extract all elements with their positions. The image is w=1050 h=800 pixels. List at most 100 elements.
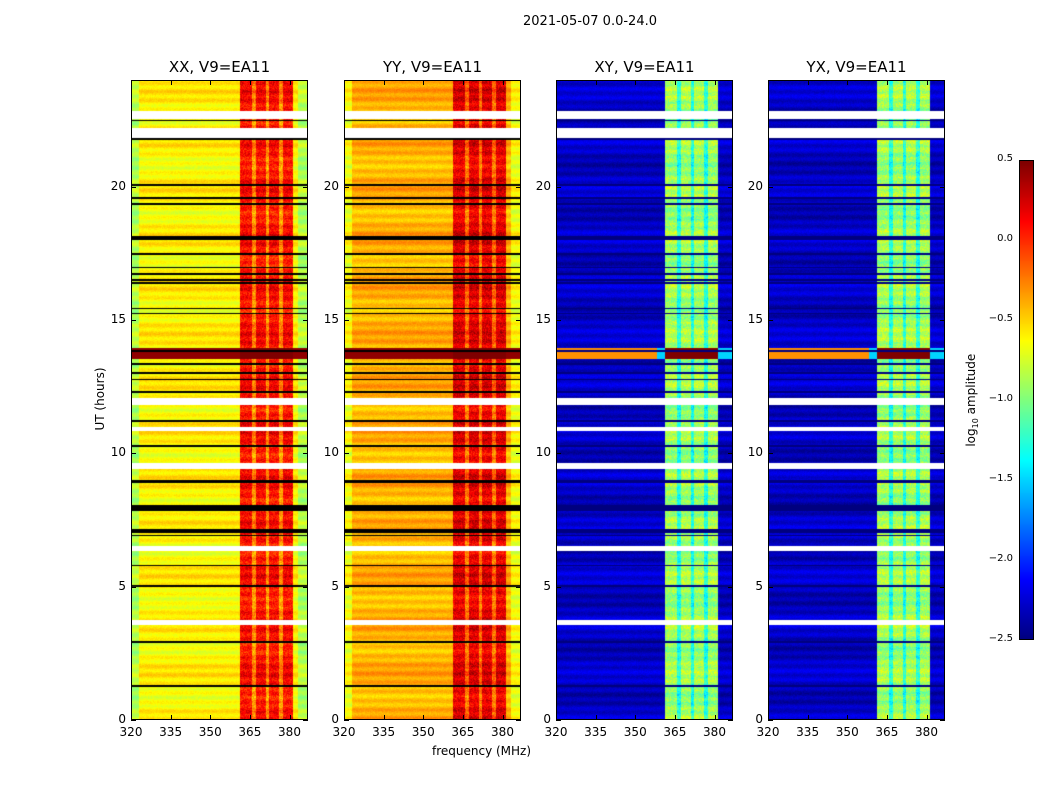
figure-title: 2021-05-07 0.0-24.0 bbox=[523, 14, 657, 29]
y-tick-label: 5 bbox=[118, 578, 126, 593]
y-tick-mark bbox=[344, 453, 349, 455]
x-tick-mark bbox=[462, 715, 464, 720]
panel-xy: XY, V9=EA11 320 335 350 365 380 0 5 10 15 20 bbox=[536, 58, 733, 739]
y-tick-mark bbox=[728, 720, 733, 721]
y-tick-label: 20 bbox=[747, 178, 763, 193]
x-tick-label: 380 bbox=[278, 725, 301, 739]
y-tick-mark bbox=[303, 720, 308, 721]
y-tick-mark bbox=[516, 586, 521, 588]
x-tick-mark bbox=[170, 715, 172, 720]
axes-frame bbox=[768, 80, 945, 720]
x-tick-mark bbox=[502, 715, 504, 720]
x-tick-label: 350 bbox=[198, 725, 222, 739]
y-tick-mark bbox=[344, 720, 349, 721]
y-tick-mark bbox=[768, 453, 773, 455]
y-tick-label: 20 bbox=[110, 178, 126, 193]
colorbar-tick-label: −0.5 bbox=[988, 313, 1013, 324]
y-tick-label: 5 bbox=[543, 578, 551, 593]
y-tick-label: 10 bbox=[110, 445, 126, 460]
x-tick-label: 320 bbox=[119, 725, 143, 739]
x-tick-mark bbox=[556, 715, 557, 720]
panel-title: XX, V9=EA11 bbox=[168, 58, 271, 76]
x-tick-mark bbox=[847, 80, 849, 85]
colorbar-tick-label: 0.5 bbox=[997, 153, 1013, 164]
x-tick-label: 380 bbox=[703, 725, 726, 739]
y-tick-mark bbox=[940, 186, 945, 188]
heatmap bbox=[344, 80, 521, 720]
x-tick-mark bbox=[131, 80, 132, 85]
x-axis-label: frequency (MHz) bbox=[432, 744, 532, 758]
y-tick-mark bbox=[344, 186, 349, 188]
x-tick-mark bbox=[131, 715, 132, 720]
x-tick-mark bbox=[847, 715, 849, 720]
x-tick-mark bbox=[249, 80, 251, 85]
y-tick-label: 0 bbox=[755, 712, 763, 726]
y-tick-mark bbox=[768, 320, 773, 321]
x-tick-label: 350 bbox=[623, 725, 647, 739]
x-tick-mark bbox=[674, 80, 676, 85]
y-tick-label: 0 bbox=[543, 712, 551, 726]
x-tick-mark bbox=[926, 715, 928, 720]
y-tick-label: 10 bbox=[535, 445, 551, 460]
axes-frame bbox=[556, 80, 733, 720]
y-tick-label: 5 bbox=[755, 578, 763, 593]
colorbar-tick-label: −2.0 bbox=[988, 553, 1013, 564]
y-tick-mark bbox=[344, 320, 349, 321]
x-tick-label: 350 bbox=[411, 725, 435, 739]
colorbar-tick-label: −2.5 bbox=[988, 633, 1013, 644]
x-tick-mark bbox=[714, 715, 716, 720]
x-tick-label: 335 bbox=[796, 725, 820, 739]
y-tick-mark bbox=[768, 186, 773, 188]
y-tick-label: 0 bbox=[331, 712, 339, 726]
x-tick-label: 365 bbox=[663, 725, 687, 739]
y-tick-label: 0 bbox=[118, 712, 126, 726]
x-tick-label: 320 bbox=[544, 725, 568, 739]
y-tick-label: 15 bbox=[747, 312, 763, 326]
y-tick-mark bbox=[303, 186, 308, 188]
panel-title: YX, V9=EA11 bbox=[806, 58, 907, 76]
y-tick-mark bbox=[768, 720, 773, 721]
x-tick-mark bbox=[249, 715, 251, 720]
y-tick-label: 15 bbox=[110, 312, 126, 326]
y-tick-label: 10 bbox=[323, 445, 339, 460]
y-tick-mark bbox=[516, 186, 521, 188]
x-tick-label: 365 bbox=[451, 725, 475, 739]
x-tick-mark bbox=[807, 715, 809, 720]
y-tick-mark bbox=[940, 320, 945, 321]
x-tick-mark bbox=[556, 80, 557, 85]
x-tick-mark bbox=[714, 80, 716, 85]
y-tick-mark bbox=[131, 186, 136, 188]
y-tick-mark bbox=[556, 320, 561, 321]
y-tick-label: 20 bbox=[323, 178, 339, 193]
x-tick-label: 335 bbox=[159, 725, 183, 739]
x-tick-label: 335 bbox=[584, 725, 608, 739]
y-tick-mark bbox=[516, 720, 521, 721]
colorbar-tick-label: −1.0 bbox=[988, 393, 1013, 404]
y-tick-mark bbox=[728, 320, 733, 321]
x-tick-mark bbox=[383, 80, 385, 85]
y-tick-label: 20 bbox=[535, 178, 551, 193]
x-tick-mark bbox=[502, 80, 504, 85]
y-tick-label: 10 bbox=[747, 445, 763, 460]
x-tick-label: 365 bbox=[875, 725, 899, 739]
x-tick-label: 380 bbox=[915, 725, 938, 739]
y-tick-mark bbox=[728, 453, 733, 455]
y-tick-mark bbox=[728, 586, 733, 588]
y-tick-label: 15 bbox=[535, 312, 551, 326]
x-tick-label: 365 bbox=[238, 725, 262, 739]
y-tick-mark bbox=[131, 720, 136, 721]
x-tick-mark bbox=[635, 80, 637, 85]
panel-title: YY, V9=EA11 bbox=[382, 58, 483, 76]
axes-frame bbox=[131, 80, 308, 720]
x-tick-label: 350 bbox=[835, 725, 859, 739]
x-tick-mark bbox=[423, 715, 425, 720]
x-tick-label: 335 bbox=[372, 725, 396, 739]
x-tick-mark bbox=[344, 715, 345, 720]
x-tick-mark bbox=[886, 80, 888, 85]
y-tick-mark bbox=[303, 586, 308, 588]
y-tick-mark bbox=[344, 586, 349, 588]
y-tick-mark bbox=[940, 720, 945, 721]
x-tick-mark bbox=[210, 715, 212, 720]
y-tick-mark bbox=[556, 586, 561, 588]
